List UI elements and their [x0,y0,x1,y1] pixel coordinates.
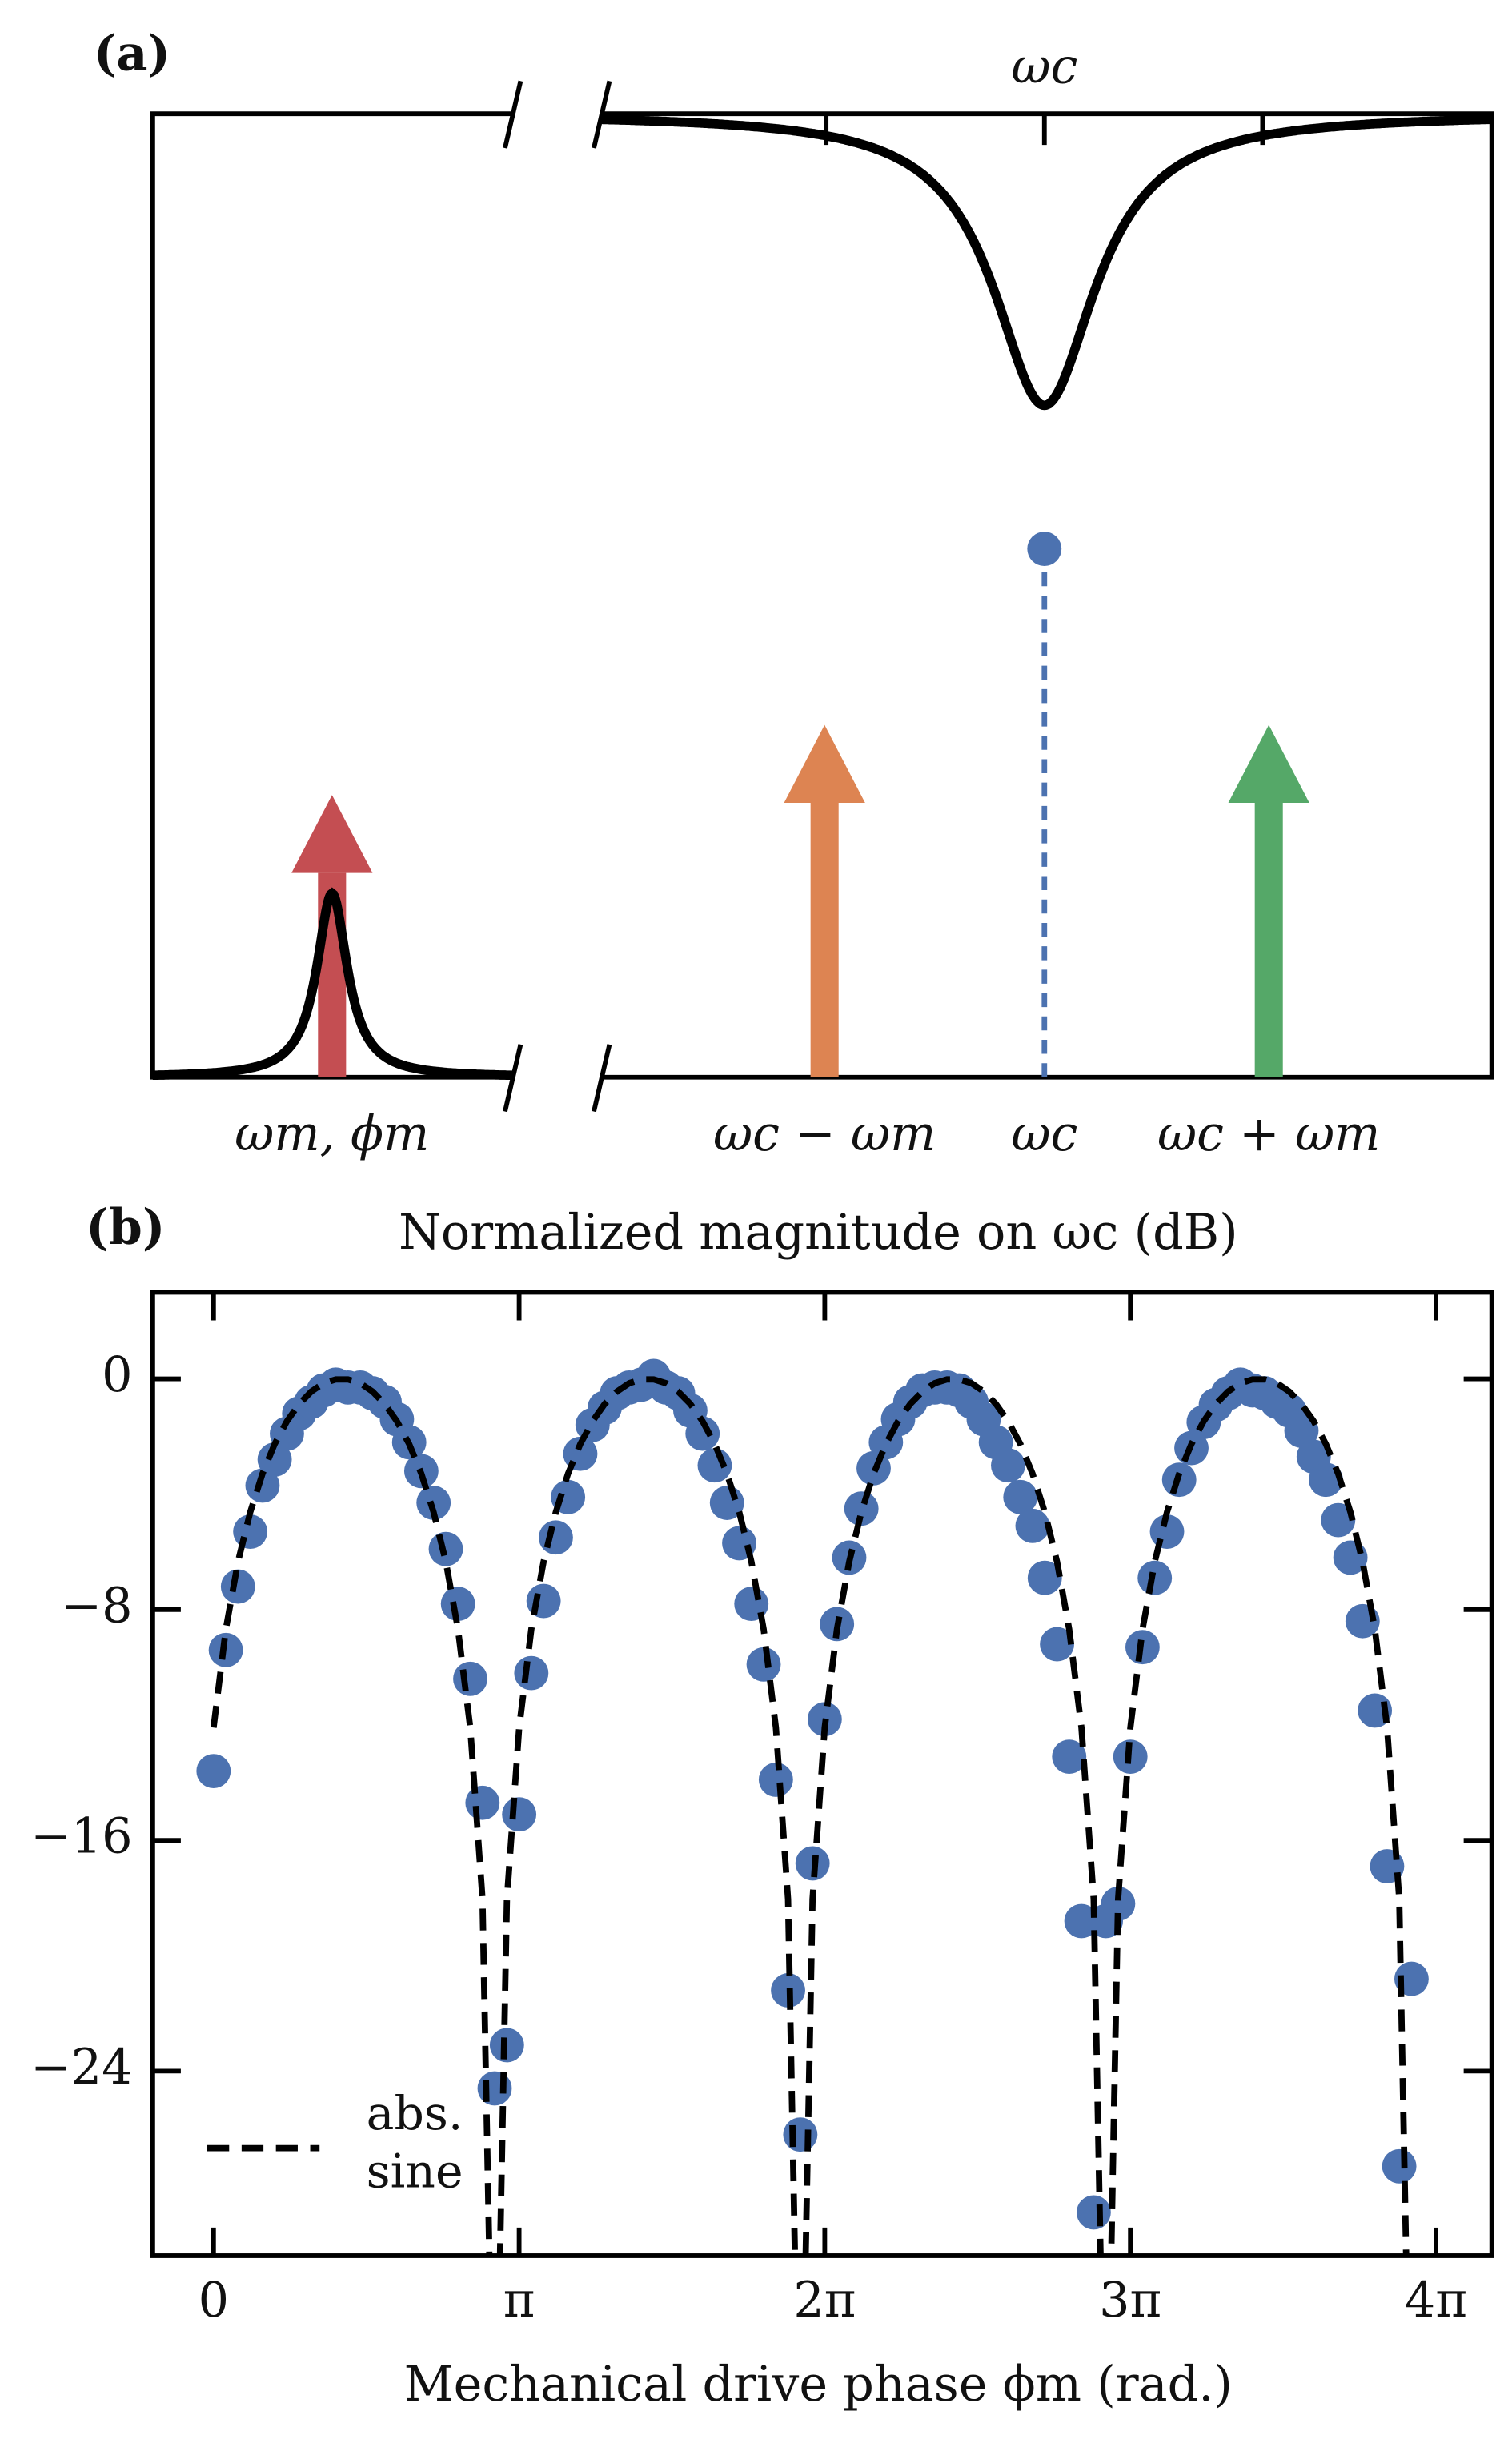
freq-label: ωm, ϕm [235,1106,429,1162]
data-point [1345,1603,1380,1639]
data-point [539,1520,573,1555]
y-tick-label: −16 [30,1809,132,1865]
data-point [465,1785,500,1820]
mechanical-curve [152,887,515,1081]
data-point [1284,1414,1319,1448]
legend-entry: abs. sine [366,2087,463,2200]
data-point [220,1569,255,1604]
data-point [783,2117,818,2152]
data-point [453,1661,487,1696]
data-point [758,1763,793,1797]
data-point [685,1416,720,1451]
data-point [1040,1627,1074,1662]
data-point [440,1587,475,1622]
x-tick-label: 3π [1099,2273,1161,2329]
axis-break [592,80,612,149]
freq-label: ωc + ωm [1157,1106,1380,1162]
freq-label: ωc − ωm [713,1106,936,1162]
data-point [1076,2195,1111,2230]
x-tick-label: 2π [793,2273,856,2329]
data-point [1003,1479,1038,1514]
legend-label: abs. sine [366,2087,463,2200]
arrow-head [1228,724,1309,803]
y-tick-label: −24 [30,2040,132,2096]
arrow-shaft [1254,802,1283,1077]
x-tick-label: 4π [1405,2273,1467,2329]
plot-frame [150,1290,1494,2258]
arrow-shaft [810,802,839,1077]
data-point [514,1655,549,1691]
axis-break [592,1044,612,1113]
data-point [746,1647,781,1682]
data-point [1382,2148,1417,2184]
data-point [196,1754,231,1789]
data-point [1064,1903,1099,1939]
data-area [196,1358,1429,2256]
arrow-head [784,724,865,803]
fit-line [210,1376,1410,2256]
data-point [257,1442,292,1477]
data-point [1015,1508,1050,1543]
data-point [1027,1560,1062,1595]
top-label: ωc [1011,38,1077,94]
data-point [1052,1739,1087,1775]
freq-label: ωc [1011,1106,1077,1162]
carrier-dot [1027,532,1062,566]
y-tick-label: −8 [62,1578,133,1634]
axis-break [503,80,523,149]
x-tick-label: 0 [199,2273,229,2329]
data-point [502,1797,537,1832]
x-axis-label: Mechanical drive phase ϕm (rad.) [404,2357,1233,2413]
data-point [1321,1502,1356,1538]
data-point [991,1448,1025,1483]
panel-label: (a) [94,26,170,82]
cavity-curve [600,114,1492,411]
data-point [245,1468,280,1503]
chart-title: Normalized magnitude on ωc (dB) [399,1205,1238,1261]
arrow-head [291,795,373,873]
data-point [1101,1886,1136,1921]
x-tick-label: π [503,2273,535,2329]
plot: 0 −8 −16 −24 0 π 2π 3π 4π abs. sine [30,1292,1492,2329]
data-point [844,1491,879,1526]
panel-label: (b) [86,1199,165,1256]
y-tick-label: 0 [102,1347,132,1403]
